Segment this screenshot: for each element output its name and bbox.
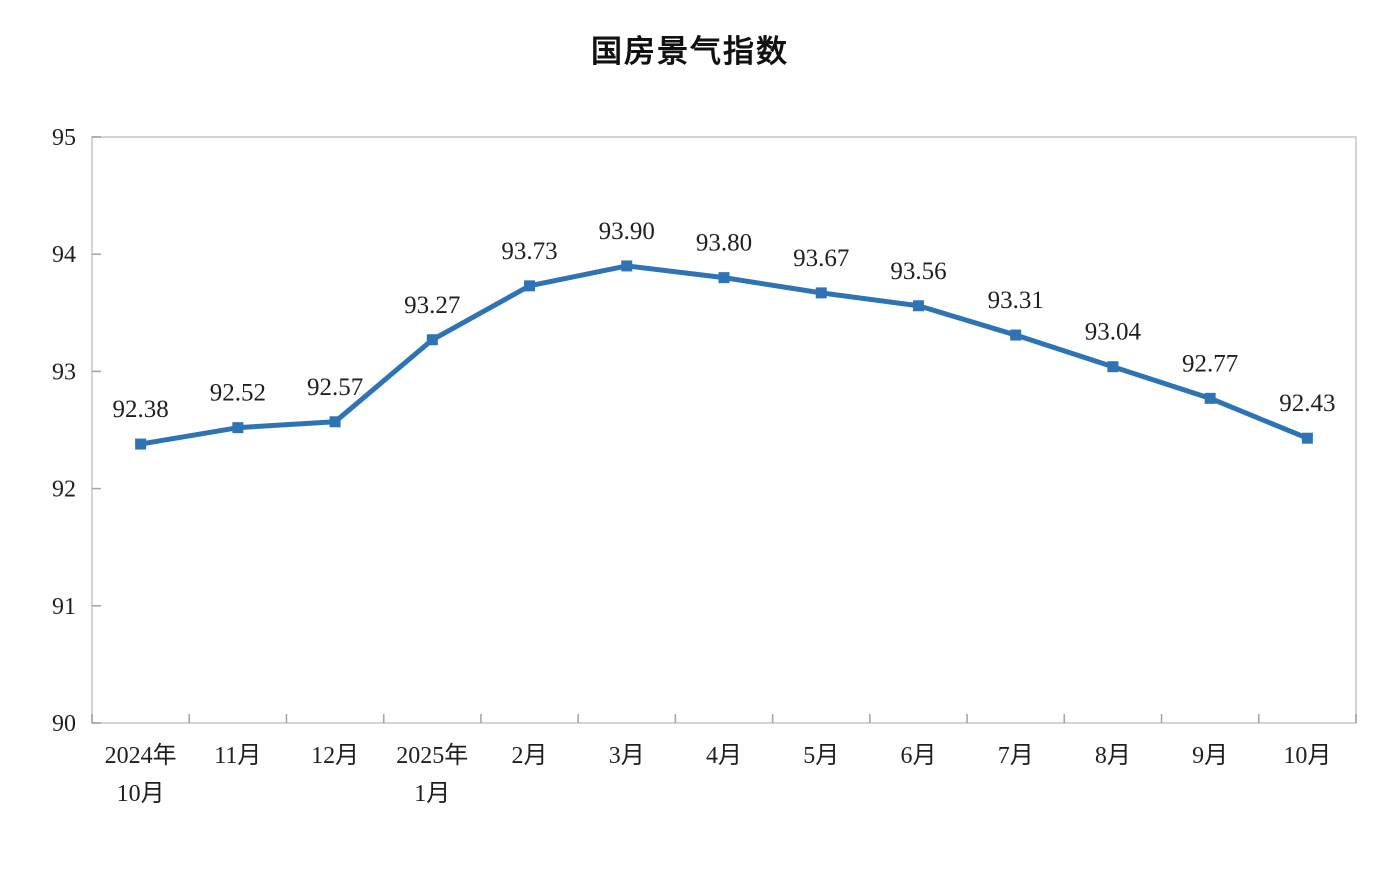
x-axis-tick-label: 1月 — [414, 781, 450, 807]
chart-title: 国房景气指数 — [591, 34, 789, 70]
data-point-label: 92.52 — [210, 380, 266, 407]
data-point-marker — [912, 300, 924, 312]
data-point-marker — [426, 334, 438, 346]
y-axis-tick-label: 90 — [52, 711, 76, 737]
data-point-label: 92.57 — [307, 374, 363, 401]
x-axis-tick-label: 4月 — [706, 743, 742, 769]
y-axis-tick-label: 93 — [52, 359, 76, 385]
x-axis-tick-label: 6月 — [900, 743, 936, 769]
x-axis-tick-label: 5月 — [803, 743, 839, 769]
x-axis-tick-label: 11月 — [214, 743, 261, 769]
y-axis-tick-label: 94 — [52, 242, 76, 268]
data-point-marker — [232, 422, 244, 434]
x-axis-tick-label: 2月 — [512, 743, 548, 769]
data-point-marker — [524, 280, 536, 292]
data-point-marker — [1204, 392, 1216, 404]
data-point-marker — [135, 438, 147, 450]
data-point-label: 93.04 — [1085, 319, 1142, 346]
data-point-label: 93.90 — [599, 218, 655, 245]
data-point-label: 92.38 — [112, 396, 168, 423]
x-axis-tick-label: 12月 — [311, 743, 359, 769]
data-point-label: 93.31 — [988, 287, 1044, 314]
data-point-marker — [718, 272, 730, 284]
x-axis-tick-label: 2025年 — [396, 742, 468, 769]
data-point-label: 93.56 — [890, 258, 946, 285]
plot-border — [91, 136, 1357, 724]
data-point-marker — [1301, 432, 1313, 444]
data-point-marker — [1010, 329, 1022, 341]
data-point-marker — [621, 260, 633, 272]
y-axis-tick-label: 92 — [52, 477, 76, 503]
data-point-label: 93.27 — [404, 292, 460, 319]
data-point-label: 93.73 — [501, 238, 557, 265]
x-axis-tick-label: 7月 — [998, 743, 1034, 769]
data-point-label: 93.80 — [696, 230, 752, 257]
x-axis-tick-label: 2024年 — [105, 742, 177, 769]
y-axis-tick-label: 95 — [52, 125, 76, 151]
x-axis-tick-label: 8月 — [1095, 743, 1131, 769]
data-point-marker — [815, 287, 827, 299]
x-axis-tick-label: 3月 — [609, 743, 645, 769]
data-point-label: 92.43 — [1279, 390, 1335, 417]
x-axis-tick-label: 9月 — [1192, 743, 1228, 769]
data-point-marker — [329, 416, 341, 428]
data-point-marker — [1107, 361, 1119, 373]
y-axis-tick-label: 91 — [52, 594, 76, 620]
data-point-label: 93.67 — [793, 245, 849, 272]
series-line — [138, 263, 1310, 447]
x-axis-tick-label: 10月 — [1283, 743, 1331, 769]
x-axis-tick-label: 10月 — [117, 781, 165, 807]
data-point-label: 92.77 — [1182, 350, 1238, 377]
